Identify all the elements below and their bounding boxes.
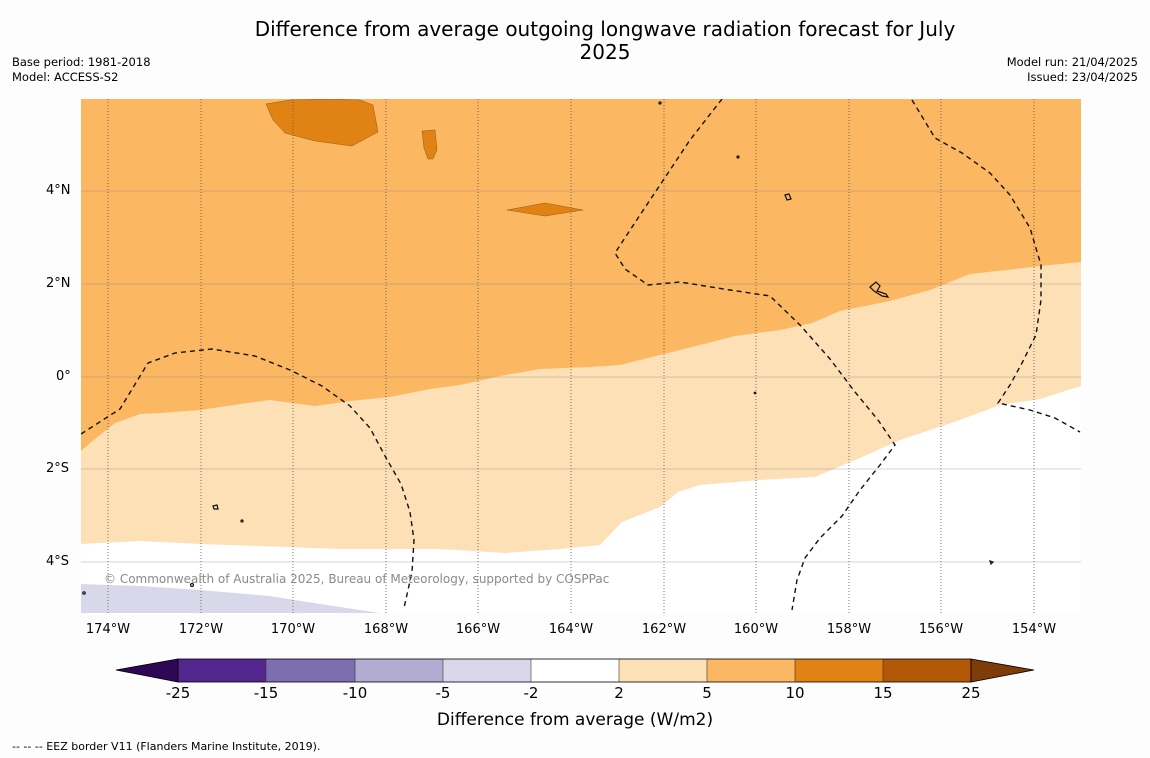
- eez-footnote: -- -- -- EEZ border V11 (Flanders Marine…: [12, 740, 321, 753]
- colorbar-swatch-9: [883, 659, 971, 682]
- colorbar: [115, 658, 1035, 683]
- patch-dark-orange-small: [421, 129, 438, 160]
- eez-border-central: [614, 99, 896, 611]
- lat-label-4n: 4°N: [46, 183, 71, 198]
- eez-border-west: [81, 348, 415, 609]
- colorbar-tick: -10: [342, 684, 368, 702]
- colorbar-tick: 2: [614, 684, 624, 702]
- chart-title: Difference from average outgoing longwav…: [254, 17, 956, 64]
- colorbar-tick: -25: [165, 684, 191, 702]
- colorbar-tick: 25: [961, 684, 981, 702]
- colorbar-tick: 10: [785, 684, 805, 702]
- colorbar-swatch-8: [795, 659, 883, 682]
- colorbar-tick: -15: [253, 684, 279, 702]
- colorbar-label: Difference from average (W/m2): [436, 710, 714, 730]
- patch-dark-orange-north: [265, 99, 379, 147]
- band-orange: [81, 99, 1081, 451]
- lon-label-156w: 156°W: [918, 622, 964, 637]
- lon-label-162w: 162°W: [641, 622, 687, 637]
- lon-label-164w: 164°W: [548, 622, 594, 637]
- colorbar-tick: 5: [702, 684, 712, 702]
- base-period: Base period: 1981-2018: [12, 55, 151, 69]
- lat-label-equator: 0°: [56, 369, 71, 384]
- colorbar-swatch-5: [531, 659, 619, 682]
- lon-label-172w: 172°W: [178, 622, 224, 637]
- colorbar-swatch-4: [443, 659, 531, 682]
- meta-right: Model run: 21/04/2025 Issued: 23/04/2025: [1007, 55, 1138, 85]
- colorbar-swatch-2: [266, 659, 355, 682]
- lat-label-2s: 2°S: [46, 461, 70, 476]
- islands: [82, 101, 995, 595]
- lon-label-170w: 170°W: [270, 622, 316, 637]
- model-run: Model run: 21/04/2025: [1006, 55, 1138, 69]
- patch-dark-orange-middle: [506, 202, 584, 217]
- colorbar-swatch-6: [619, 659, 707, 682]
- gridlines: [81, 99, 1081, 613]
- lat-label-4s: 4°S: [46, 554, 70, 569]
- lon-label-154w: 154°W: [1011, 622, 1057, 637]
- lon-label-160w: 160°W: [733, 622, 779, 637]
- colorbar-tick: 15: [873, 684, 893, 702]
- lon-label-158w: 158°W: [826, 622, 872, 637]
- band-purple: [81, 584, 380, 613]
- map-plot-area: [81, 99, 1081, 613]
- copyright-notice: © Commonwealth of Australia 2025, Bureau…: [104, 572, 610, 586]
- lon-label-166w: 166°W: [455, 622, 501, 637]
- lat-label-2n: 2°N: [46, 276, 71, 291]
- meta-left: Base period: 1981-2018 Model: ACCESS-S2: [12, 55, 151, 85]
- lon-label-168w: 168°W: [363, 622, 409, 637]
- issued-date: Issued: 23/04/2025: [1027, 70, 1138, 84]
- colorbar-tick: -2: [523, 684, 539, 702]
- colorbar-swatch-1: [178, 659, 266, 682]
- eez-borders: [81, 99, 1081, 611]
- colorbar-tick: -5: [435, 684, 451, 702]
- colorbar-swatch-3: [355, 659, 443, 682]
- lon-label-174w: 174°W: [85, 622, 131, 637]
- colorbar-arrow-low: [115, 658, 179, 683]
- colorbar-arrow-high: [970, 658, 1035, 683]
- colorbar-swatch-7: [707, 659, 795, 682]
- model-name: Model: ACCESS-S2: [12, 70, 119, 84]
